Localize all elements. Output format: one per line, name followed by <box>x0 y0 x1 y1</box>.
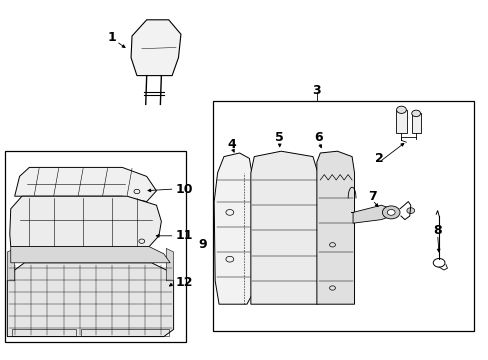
Text: 11: 11 <box>176 229 193 242</box>
Text: 1: 1 <box>107 31 116 44</box>
Polygon shape <box>11 247 170 263</box>
Circle shape <box>386 210 394 215</box>
Text: 4: 4 <box>227 138 236 150</box>
Text: 3: 3 <box>312 84 321 96</box>
Polygon shape <box>15 167 156 202</box>
Text: 8: 8 <box>432 224 441 237</box>
Circle shape <box>411 110 420 117</box>
Text: 5: 5 <box>275 131 284 144</box>
Polygon shape <box>352 205 390 223</box>
Polygon shape <box>411 113 420 133</box>
Polygon shape <box>131 20 181 76</box>
Polygon shape <box>214 153 251 304</box>
Text: 12: 12 <box>176 276 193 289</box>
Circle shape <box>406 208 414 213</box>
Polygon shape <box>10 196 161 247</box>
Text: 2: 2 <box>374 152 383 165</box>
Polygon shape <box>316 151 354 304</box>
Polygon shape <box>7 263 173 337</box>
Text: 7: 7 <box>367 190 376 203</box>
Text: 6: 6 <box>314 131 323 144</box>
Polygon shape <box>395 110 406 133</box>
Circle shape <box>396 106 406 113</box>
Text: 10: 10 <box>176 183 193 195</box>
Polygon shape <box>250 151 317 304</box>
Text: 9: 9 <box>198 238 207 251</box>
Polygon shape <box>166 248 173 281</box>
Polygon shape <box>7 248 15 281</box>
Circle shape <box>382 206 399 219</box>
